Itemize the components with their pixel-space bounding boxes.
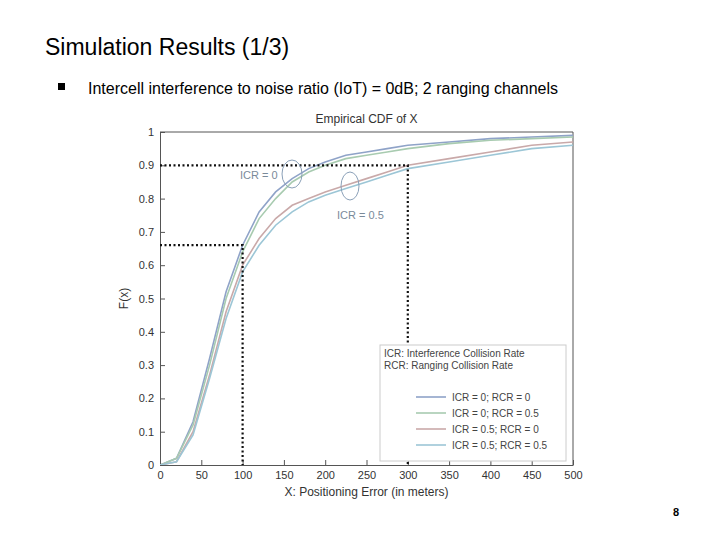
bullet-text: Intercell interference to noise ratio (I… [88, 80, 558, 97]
legend-entry: ICR = 0; RCR = 0.5 [452, 408, 539, 419]
x-tick-label: 200 [317, 469, 335, 481]
legend-swatch [416, 444, 446, 446]
y-tick-mark [160, 398, 165, 399]
y-axis: 0 0.1 0.2 0.3 0.4 0.5 0.6 0.7 0.8 0.9 1 [139, 126, 165, 471]
x-tick-label: 0 [157, 469, 163, 481]
x-tick-label: 100 [234, 469, 252, 481]
x-tick-label: 450 [523, 469, 541, 481]
annotation: ICR = 0.5 [337, 209, 384, 221]
y-tick: 0.4 [139, 326, 165, 338]
x-tick-label: 500 [564, 469, 582, 481]
legend-box [380, 345, 566, 461]
y-tick-label: 0 [148, 459, 154, 471]
series-line [160, 142, 573, 465]
x-tick-label: 350 [440, 469, 458, 481]
y-tick-mark [160, 232, 165, 233]
y-tick-mark [160, 299, 165, 300]
y-tick-label: 0.5 [139, 293, 154, 305]
frame-right [573, 132, 574, 465]
x-tick-label: 250 [358, 469, 376, 481]
y-tick: 0.2 [139, 392, 165, 404]
frame-top [160, 132, 573, 133]
x-tick: 100 [234, 460, 252, 481]
x-tick: 50 [196, 460, 208, 481]
y-tick-mark [160, 265, 165, 266]
y-tick-mark [160, 365, 165, 366]
x-tick: 150 [275, 460, 293, 481]
x-tick: 400 [482, 460, 500, 481]
chart-title: Empirical CDF of X [315, 112, 417, 126]
legend: ICR: Interference Collision RateRCR: Ran… [380, 345, 566, 461]
slide: Simulation Results (1/3) Intercell interf… [0, 0, 720, 540]
series-line [160, 137, 573, 465]
x-tick-mark [284, 460, 285, 465]
y-tick: 0 [148, 459, 165, 471]
y-tick-label: 0.9 [139, 159, 154, 171]
legend-entry: ICR = 0; RCR = 0 [452, 392, 531, 403]
plot-background [160, 132, 573, 465]
series-line [160, 135, 573, 465]
bullet-marker [58, 83, 65, 90]
x-tick-mark [201, 460, 202, 465]
y-tick-mark [160, 432, 165, 433]
series-line [160, 145, 573, 465]
y-tick-mark [160, 199, 165, 200]
x-axis-title: X: Positioning Error (in meters) [284, 485, 448, 499]
y-tick: 0.5 [139, 293, 165, 305]
legend-note: ICR: Interference Collision Rate [384, 348, 525, 359]
legend-swatch [416, 396, 446, 398]
legend-entry: ICR = 0.5; RCR = 0.5 [452, 440, 547, 451]
y-tick-label: 0.4 [139, 326, 154, 338]
y-tick-label: 0.6 [139, 259, 154, 271]
x-tick-label: 400 [482, 469, 500, 481]
y-axis-title: F(x) [117, 288, 131, 309]
x-tick-label: 150 [275, 469, 293, 481]
annotation-ellipse [341, 172, 359, 200]
legend-swatch [416, 428, 446, 430]
y-tick: 0.8 [139, 193, 165, 205]
page-number: 8 [673, 506, 679, 518]
y-tick: 0.3 [139, 359, 165, 371]
reference-line [160, 245, 243, 465]
y-tick-mark [160, 465, 165, 466]
x-axis: 0 50 100 150 200 250 300 350 400 450 500 [157, 460, 582, 481]
x-tick: 450 [523, 460, 541, 481]
x-tick-label: 300 [399, 469, 417, 481]
legend-entry: ICR = 0.5; RCR = 0 [452, 424, 539, 435]
x-tick-label: 50 [196, 469, 208, 481]
y-tick: 0.7 [139, 226, 165, 238]
x-tick: 350 [440, 460, 458, 481]
y-tick: 0.1 [139, 426, 165, 438]
x-tick-mark [325, 460, 326, 465]
annotation-ellipse [282, 160, 302, 188]
slide-title: Simulation Results (1/3) [45, 34, 289, 60]
y-tick-label: 0.8 [139, 193, 154, 205]
y-tick-label: 0.2 [139, 392, 154, 404]
x-tick-mark [367, 460, 368, 465]
legend-swatch [416, 412, 446, 414]
x-tick: 200 [317, 460, 335, 481]
reference-line [160, 165, 408, 465]
annotation: ICR = 0 [240, 169, 278, 181]
y-tick-label: 0.1 [139, 426, 154, 438]
plot-area [160, 135, 573, 465]
legend-note: RCR: Ranging Collision Rate [384, 360, 513, 371]
x-tick: 250 [358, 460, 376, 481]
y-tick-mark [160, 332, 165, 333]
y-tick-label: 0.7 [139, 226, 154, 238]
y-tick-label: 0.3 [139, 359, 154, 371]
y-tick: 0.6 [139, 259, 165, 271]
axis-line [161, 465, 574, 466]
y-tick-label: 1 [148, 126, 154, 138]
